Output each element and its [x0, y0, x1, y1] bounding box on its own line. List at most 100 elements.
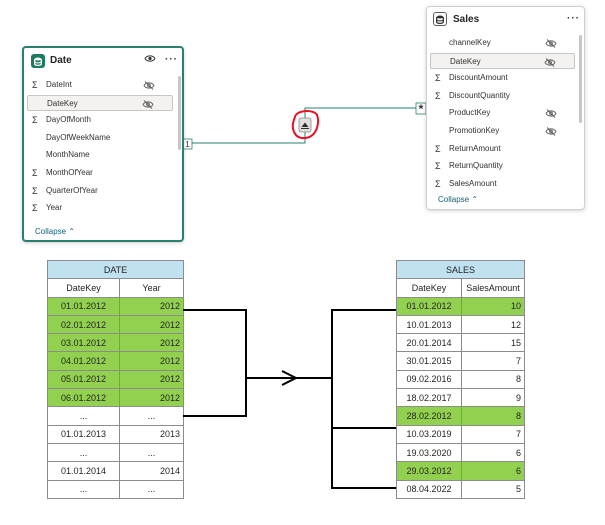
field-row[interactable]: MonthName: [27, 147, 173, 163]
field-row[interactable]: Σ MonthOfYear: [27, 165, 173, 181]
table-row: 05.01.2012 2012: [47, 369, 184, 390]
sigma-icon: Σ: [32, 185, 38, 196]
field-row[interactable]: Σ DiscountAmount: [430, 70, 575, 86]
datekey-cell: 20.01.2014: [396, 333, 462, 353]
value-cell: 2012: [119, 388, 184, 408]
field-row[interactable]: DateKey: [27, 94, 173, 111]
field-row[interactable]: Σ SalesAmount: [430, 176, 575, 192]
field-name: ReturnQuantity: [449, 161, 503, 171]
table-row: 03.01.2012 2012: [47, 333, 184, 353]
sales-field-list: channelKey DateKey Σ DiscountAmount Σ Discoun…: [427, 35, 578, 195]
hidden-eye-icon[interactable]: [142, 99, 154, 109]
field-name: DateKey: [450, 56, 481, 66]
field-row[interactable]: channelKey: [430, 35, 575, 51]
field-name: DayOfMonth: [46, 115, 91, 125]
table-row: ......: [47, 479, 184, 499]
table-row: 01.01.2012 2012: [47, 296, 184, 316]
field-name: QuarterOfYear: [46, 185, 98, 195]
sales-grid-title: SALES: [396, 259, 525, 280]
value-cell: 2012: [119, 333, 184, 353]
value-cell: 2013: [119, 424, 184, 444]
value-cell: 5: [461, 479, 525, 499]
one-side-label: 1: [185, 140, 190, 149]
datekey-cell: 04.01.2012: [47, 351, 120, 371]
sales-grid-header: DateKey: [396, 278, 462, 298]
datekey-cell: 10.01.2013: [396, 314, 462, 335]
datekey-cell: 10.03.2019: [396, 424, 462, 444]
table-row: 01.01.2013 2013: [47, 424, 184, 444]
value-cell: 7: [461, 424, 525, 444]
datekey-cell: 01.01.2014: [47, 461, 120, 481]
date-card-header: Date ···: [24, 48, 182, 74]
field-name: channelKey: [449, 38, 491, 47]
value-cell: 6: [461, 461, 525, 481]
datekey-cell: 18.02.2017: [396, 388, 462, 408]
field-row[interactable]: Σ Year: [27, 200, 173, 216]
table-row: 28.02.2012 8: [396, 406, 525, 426]
date-scrollbar[interactable]: [178, 76, 181, 150]
field-row[interactable]: Σ ReturnAmount: [430, 141, 575, 157]
more-options-icon[interactable]: ···: [567, 13, 580, 24]
table-row: 10.01.2013 12: [396, 314, 525, 335]
value-cell: 8: [461, 369, 525, 390]
date-grid-table: DATE DateKey Year 01.01.2012 2012 02.01.20…: [47, 259, 184, 499]
field-row[interactable]: Σ QuarterOfYear: [27, 183, 173, 199]
field-name: MonthOfYear: [46, 168, 93, 177]
field-name: DateInt: [46, 80, 72, 89]
sales-table-card[interactable]: Sales ··· channelKey DateKey Σ DiscountAmou…: [426, 6, 585, 210]
date-grid-header: Year: [119, 278, 184, 298]
datekey-cell: 01.01.2013: [47, 424, 120, 444]
sales-scrollbar[interactable]: [579, 35, 582, 123]
value-cell: 7: [461, 351, 525, 371]
relationship-toggle-button[interactable]: [298, 117, 312, 133]
field-row[interactable]: Σ DateInt: [27, 77, 173, 93]
more-options-icon[interactable]: ···: [165, 54, 178, 65]
table-row: 04.01.2012 2012: [47, 351, 184, 371]
table-row: ......: [47, 406, 184, 426]
field-row[interactable]: Σ DayOfMonth: [27, 112, 173, 128]
sales-grid-header: SalesAmount: [461, 278, 525, 298]
annotation-circle: [291, 110, 320, 140]
hidden-eye-icon[interactable]: [545, 108, 557, 119]
table-row: 01.01.2012 10: [396, 296, 525, 316]
hidden-eye-icon[interactable]: [544, 57, 556, 67]
field-row[interactable]: DayOfWeekName: [27, 130, 173, 146]
value-cell: ...: [119, 479, 184, 499]
datekey-cell: 06.01.2012: [47, 388, 120, 408]
date-grid-header: DateKey: [47, 278, 120, 298]
hidden-eye-icon[interactable]: [143, 80, 155, 90]
datekey-cell: 03.01.2012: [47, 333, 120, 353]
field-row[interactable]: Σ DiscountQuantity: [430, 88, 575, 104]
value-cell: 2014: [119, 461, 184, 481]
hidden-eye-icon[interactable]: [545, 126, 557, 136]
table-icon: [31, 54, 45, 68]
table-row: 06.01.2012 2012: [47, 388, 184, 408]
field-name: MonthName: [46, 150, 90, 160]
datekey-cell: 29.03.2012: [396, 461, 462, 481]
sigma-icon: Σ: [32, 203, 38, 214]
table-row: 18.02.2017 9: [396, 388, 525, 408]
date-collapse-link[interactable]: Collapse ⌃: [35, 227, 76, 236]
table-row: 08.04.2022 5: [396, 479, 525, 499]
visibility-eye-icon[interactable]: [144, 54, 156, 67]
value-cell: 9: [461, 388, 525, 408]
table-row: 10.03.2019 7: [396, 424, 525, 444]
sales-collapse-link[interactable]: Collapse ⌃: [438, 195, 479, 204]
chevron-up-icon: ⌃: [68, 227, 76, 236]
date-table-card[interactable]: Date ··· Σ DateInt DateKey Σ DayOfMonth DayOf…: [22, 46, 184, 242]
value-cell: ...: [119, 442, 184, 463]
table-row: 01.01.2014 2014: [47, 461, 184, 481]
date-field-list: Σ DateInt DateKey Σ DayOfMonth DayOfWeekName M…: [24, 77, 176, 241]
field-row[interactable]: PromotionKey: [430, 123, 575, 139]
datekey-cell: 19.03.2020: [396, 442, 462, 463]
table-row: 29.03.2012 6: [396, 461, 525, 481]
field-name: Year: [46, 203, 63, 213]
field-row[interactable]: Σ ReturnQuantity: [430, 158, 575, 174]
field-name: DiscountQuantity: [449, 90, 510, 100]
hidden-eye-icon[interactable]: [545, 38, 557, 48]
field-row[interactable]: DateKey: [430, 52, 575, 69]
field-name: ReturnAmount: [449, 143, 501, 153]
field-row[interactable]: ProductKey: [430, 105, 575, 121]
sigma-icon: Σ: [435, 161, 441, 172]
